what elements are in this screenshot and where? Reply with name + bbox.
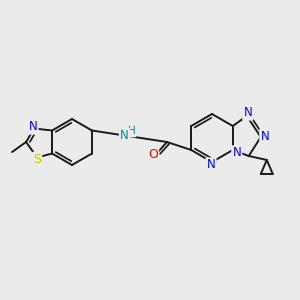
- Text: H: H: [128, 126, 135, 136]
- Text: O: O: [148, 148, 158, 160]
- Text: S: S: [33, 153, 41, 166]
- Text: N: N: [232, 146, 241, 160]
- Text: N: N: [243, 106, 252, 119]
- Text: N: N: [207, 158, 215, 172]
- Text: N: N: [120, 129, 129, 142]
- Text: N: N: [29, 121, 38, 134]
- Text: N: N: [260, 130, 269, 142]
